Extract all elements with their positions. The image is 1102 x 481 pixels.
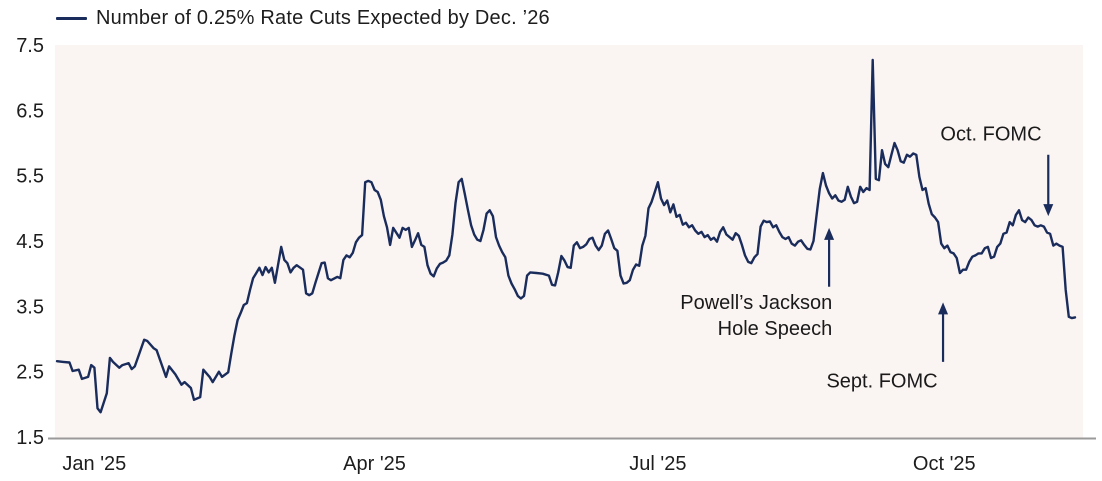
y-tick-label: 1.5 [16, 427, 44, 449]
sept-fomc-arrowhead [938, 302, 949, 315]
legend: Number of 0.25% Rate Cuts Expected by De… [56, 6, 550, 30]
rate-cuts-line [55, 58, 1077, 414]
annotation-jackson-hole: Powell’s Jackson Hole Speech [680, 227, 835, 340]
x-tick-label: Jul '25 [629, 453, 686, 475]
oct-fomc-arrowhead [1043, 204, 1054, 217]
x-axis-tick-labels: Jan '25 Apr '25 Jul '25 Oct '25 [62, 453, 975, 475]
y-tick-label: 6.5 [16, 100, 44, 122]
legend-label: Number of 0.25% Rate Cuts Expected by De… [96, 6, 550, 29]
series-group [55, 58, 1077, 414]
y-tick-label: 3.5 [16, 296, 44, 318]
jackson-hole-arrowhead [824, 227, 835, 240]
legend-line-swatch [56, 16, 87, 20]
annotation-oct-fomc: Oct. FOMC [940, 123, 1054, 217]
x-tick-label: Oct '25 [913, 453, 976, 475]
y-tick-label: 4.5 [16, 231, 44, 253]
x-tick-label: Jan '25 [62, 453, 126, 475]
annotations-group: Powell’s Jackson Hole Speech Sept. FOMC Oct… [680, 123, 1054, 392]
x-tick-label: Apr '25 [343, 453, 406, 475]
y-tick-label: 2.5 [16, 362, 44, 384]
y-tick-label: 5.5 [16, 166, 44, 188]
annotation-sept-fomc: Sept. FOMC [826, 302, 949, 392]
sept-fomc-label: Sept. FOMC [826, 370, 937, 392]
y-tick-label: 7.5 [16, 35, 44, 57]
oct-fomc-label: Oct. FOMC [940, 123, 1041, 145]
jackson-hole-label: Powell’s Jackson Hole Speech [680, 292, 832, 340]
y-axis-tick-labels: 7.5 6.5 5.5 4.5 3.5 2.5 1.5 [16, 35, 44, 449]
